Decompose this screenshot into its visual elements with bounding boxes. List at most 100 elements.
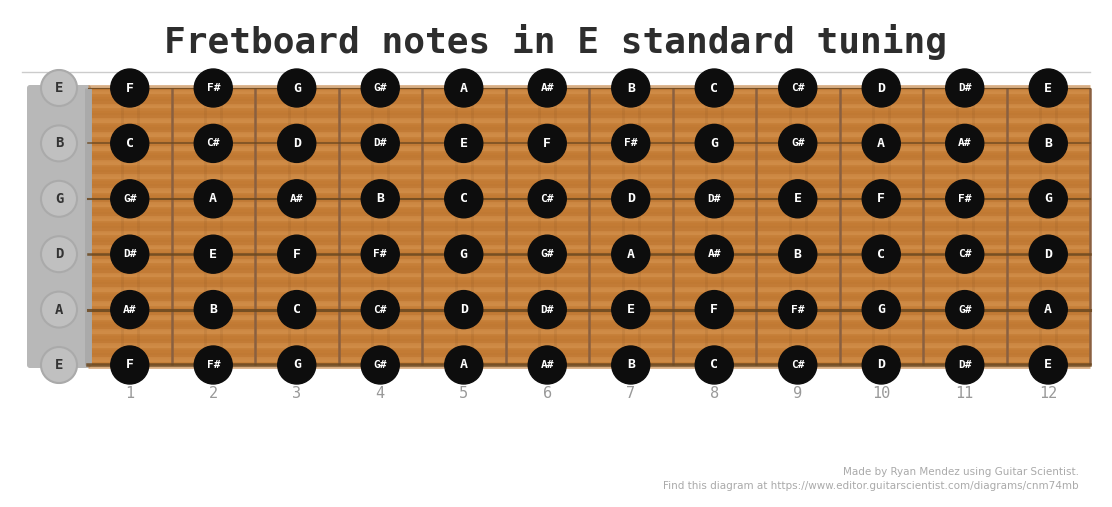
Text: D: D [877,358,885,372]
FancyBboxPatch shape [27,85,91,368]
Circle shape [195,69,232,107]
Text: B: B [794,248,802,261]
Circle shape [612,235,649,273]
Text: G: G [877,303,885,316]
Text: F#: F# [624,138,637,149]
Text: B: B [376,192,385,205]
Text: A#: A# [959,138,972,149]
Text: D#: D# [707,194,721,204]
Circle shape [278,69,316,107]
Text: A: A [54,303,63,316]
Text: G#: G# [123,194,137,204]
Text: C#: C# [207,138,220,149]
Text: C#: C# [791,83,804,93]
Text: E: E [794,192,802,205]
Circle shape [945,235,984,273]
Text: C#: C# [374,305,387,315]
Circle shape [612,180,649,218]
Text: C: C [711,82,718,94]
Text: B: B [209,303,217,316]
Text: 2: 2 [209,385,218,401]
Text: F#: F# [207,83,220,93]
Circle shape [361,69,399,107]
Text: D#: D# [123,249,137,259]
Circle shape [862,69,901,107]
Circle shape [278,346,316,384]
Text: 10: 10 [872,385,891,401]
Text: C: C [459,192,468,205]
Circle shape [778,291,816,329]
Circle shape [41,181,77,217]
Text: A: A [209,192,217,205]
Text: D: D [1044,248,1052,261]
Circle shape [695,124,733,162]
Text: F#: F# [207,360,220,370]
Text: G: G [292,358,300,372]
Circle shape [361,180,399,218]
Circle shape [361,124,399,162]
Circle shape [111,235,149,273]
Text: C#: C# [540,194,554,204]
Text: 12: 12 [1039,385,1058,401]
Circle shape [361,235,399,273]
Circle shape [111,291,149,329]
Circle shape [945,124,984,162]
Circle shape [528,291,566,329]
Circle shape [41,292,77,328]
Text: D: D [627,192,635,205]
Text: F: F [126,82,133,94]
Text: B: B [54,136,63,151]
Text: G#: G# [540,249,554,259]
Text: A#: A# [540,360,554,370]
Circle shape [1030,346,1068,384]
Circle shape [862,346,901,384]
Text: F#: F# [374,249,387,259]
Circle shape [695,180,733,218]
Text: C: C [292,303,300,316]
Text: Made by Ryan Mendez using Guitar Scientist.
Find this diagram at https://www.edi: Made by Ryan Mendez using Guitar Scienti… [663,467,1079,491]
Text: G: G [459,248,468,261]
Circle shape [862,180,901,218]
Text: B: B [627,358,635,372]
Text: C#: C# [959,249,972,259]
Text: G#: G# [959,305,972,315]
Text: F: F [126,358,133,372]
Circle shape [778,346,816,384]
Text: B: B [1044,137,1052,150]
Text: 9: 9 [793,385,803,401]
Circle shape [695,235,733,273]
Text: D: D [877,82,885,94]
Text: E: E [459,137,468,150]
Circle shape [195,291,232,329]
Circle shape [41,125,77,161]
Circle shape [1030,235,1068,273]
Circle shape [195,180,232,218]
Circle shape [612,346,649,384]
Text: F: F [711,303,718,316]
Circle shape [111,180,149,218]
Text: A#: A# [540,83,554,93]
Text: 5: 5 [459,385,468,401]
Text: A: A [459,358,468,372]
Circle shape [195,346,232,384]
Text: G: G [1044,192,1052,205]
Text: F: F [544,137,552,150]
Text: A: A [627,248,635,261]
Text: D: D [292,137,300,150]
Circle shape [278,291,316,329]
Text: C#: C# [791,360,804,370]
Circle shape [528,69,566,107]
Circle shape [862,291,901,329]
Circle shape [862,235,901,273]
Circle shape [445,291,483,329]
Circle shape [1030,124,1068,162]
Circle shape [445,124,483,162]
Circle shape [612,291,649,329]
Circle shape [278,235,316,273]
Circle shape [695,69,733,107]
Text: E: E [209,248,217,261]
Circle shape [445,69,483,107]
Circle shape [695,346,733,384]
Text: 4: 4 [376,385,385,401]
Text: G#: G# [791,138,804,149]
